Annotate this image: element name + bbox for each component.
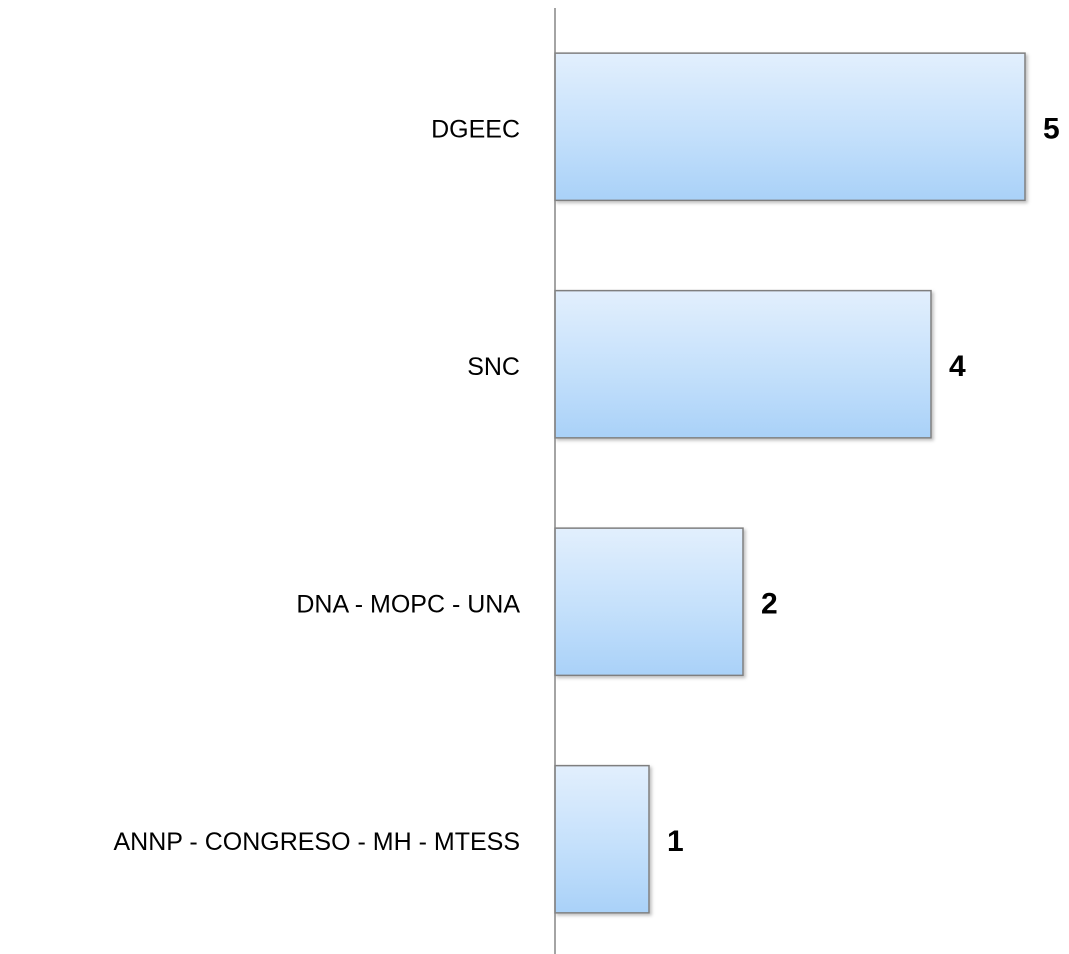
category-label: ANNP - CONGRESO - MH - MTESS: [113, 828, 520, 856]
category-label: DNA - MOPC - UNA: [296, 590, 520, 618]
value-label: 4: [949, 350, 966, 383]
value-label: 5: [1043, 113, 1060, 146]
category-label: SNC: [467, 353, 520, 381]
bar: [554, 289, 932, 439]
bar: [554, 52, 1026, 202]
bar: [554, 527, 744, 677]
bar: [554, 764, 650, 914]
value-label: 2: [761, 588, 778, 621]
value-label: 1: [667, 825, 684, 858]
category-label: DGEEC: [431, 115, 520, 143]
